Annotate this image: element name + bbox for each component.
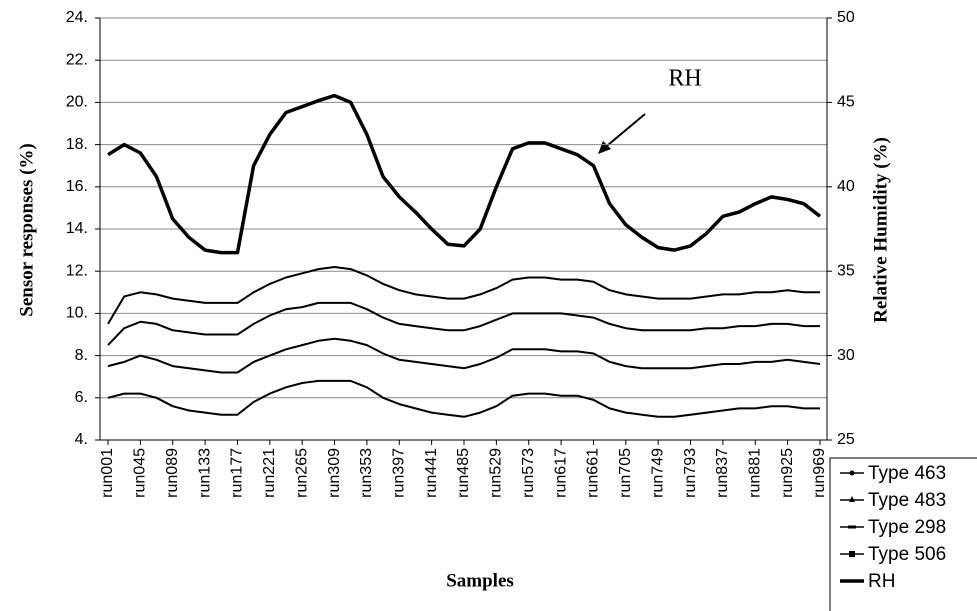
x-tick-label: run485	[455, 448, 472, 498]
y-tick-label: 6.	[75, 389, 88, 406]
x-tick-label: run969	[811, 448, 828, 498]
series-line	[107, 337, 821, 374]
x-tick-label: run661	[585, 448, 602, 498]
x-tick-label: run529	[488, 448, 505, 498]
x-tick-label: run441	[423, 448, 440, 498]
series-line	[107, 266, 820, 325]
x-tick-label: run793	[682, 448, 699, 498]
x-tick-label: run837	[714, 448, 731, 498]
y2-axis-title: Relative Humidity (%)	[870, 137, 891, 323]
y2-tick-label: 50	[837, 9, 855, 26]
series-line	[107, 93, 822, 255]
x-tick-label: run089	[164, 448, 181, 498]
series-line	[107, 379, 820, 418]
y-tick-label: 8.	[75, 347, 88, 364]
x-tick-label: run881	[746, 448, 763, 498]
legend-marker	[849, 496, 855, 502]
legend-marker	[849, 470, 855, 476]
y-tick-label: 22.	[66, 51, 88, 68]
y-tick-label: 4.	[75, 431, 88, 448]
y-tick-label: 14.	[66, 220, 88, 237]
y2-tick-label: 40	[837, 178, 855, 195]
y-axis-title: Sensor responses (%)	[16, 143, 37, 316]
x-tick-label: run177	[229, 448, 246, 498]
x-tick-label: run573	[520, 448, 537, 498]
legend-marker	[848, 525, 856, 529]
x-tick-label: run221	[261, 448, 278, 498]
y-tick-label: 20.	[66, 94, 88, 111]
x-tick-label: run749	[649, 448, 666, 498]
x-tick-label: run133	[196, 448, 213, 498]
annotation: RH	[668, 66, 701, 92]
y-tick-label: 12.	[66, 262, 88, 279]
x-tick-label: run265	[293, 448, 310, 498]
annotation-arrow	[601, 113, 646, 151]
x-tick-label: run925	[779, 448, 796, 498]
legend-label: RH	[868, 571, 895, 592]
x-tick-label: run617	[552, 448, 569, 498]
legend-label: Type 506	[868, 544, 946, 565]
annotation-arrowhead	[598, 141, 611, 154]
y2-tick-label: 30	[837, 347, 855, 364]
x-axis-title: Samples	[446, 570, 514, 591]
legend-label: Type 298	[868, 517, 946, 538]
series-line	[107, 301, 820, 346]
y2-tick-label: 25	[837, 431, 855, 448]
y-tick-label: 18.	[66, 136, 88, 153]
x-tick-label: run309	[326, 448, 343, 498]
legend-label: Type 483	[868, 490, 946, 511]
x-tick-label: run001	[99, 448, 116, 498]
y2-tick-label: 45	[837, 94, 855, 111]
y-tick-label: 24.	[66, 9, 88, 26]
x-tick-label: run705	[617, 448, 634, 498]
legend-label: Type 463	[868, 463, 946, 484]
legend-marker	[849, 551, 855, 557]
x-tick-label: run397	[390, 448, 407, 498]
annotation-bg	[662, 62, 722, 98]
y-tick-label: 10.	[66, 305, 88, 322]
y2-tick-label: 35	[837, 262, 855, 279]
legend-box	[829, 457, 977, 611]
y-tick-label: 16.	[66, 178, 88, 195]
x-tick-label: run353	[358, 448, 375, 498]
x-tick-label: run045	[132, 448, 149, 498]
